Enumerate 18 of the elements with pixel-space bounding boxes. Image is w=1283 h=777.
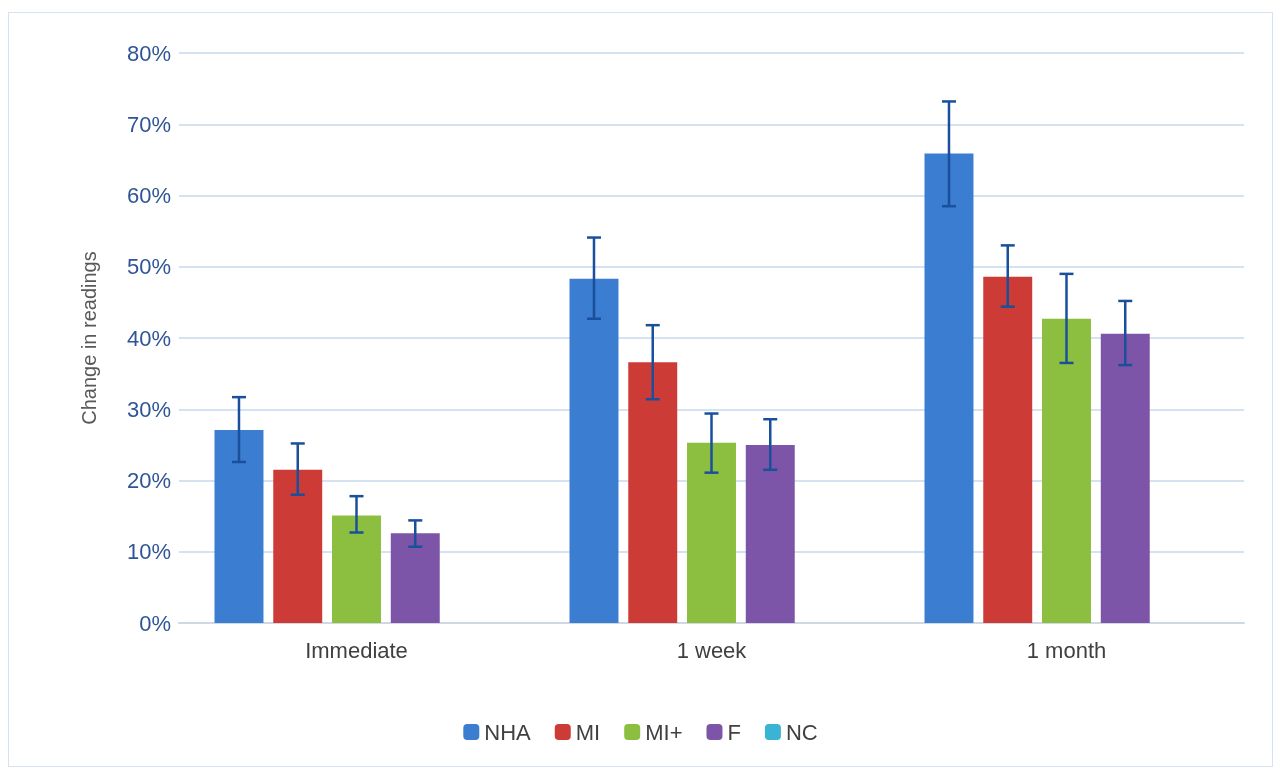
y-tick-label: 60% — [126, 183, 171, 208]
y-tick-label: 10% — [126, 539, 171, 565]
y-axis-title: Change in readings — [78, 251, 100, 425]
legend-label: F — [727, 719, 741, 745]
legend-label: NC — [785, 719, 818, 745]
y-tick-label: 70% — [126, 111, 171, 137]
y-tick-label: 0% — [139, 610, 171, 636]
x-tick-label: 1 week — [676, 637, 748, 663]
legend-label: NHA — [484, 719, 532, 745]
y-tick-label: 80% — [126, 40, 171, 66]
y-tick-label: 20% — [126, 468, 171, 493]
y-tick-label: 40% — [126, 325, 171, 351]
y-tick-label: 30% — [126, 396, 171, 422]
legend-label: MI — [575, 719, 601, 745]
legend-label: MI+ — [645, 719, 683, 745]
y-tick-label: 50% — [126, 254, 171, 280]
x-tick-label: 1 month — [1026, 637, 1107, 663]
x-tick-label: Immediate — [305, 637, 408, 663]
